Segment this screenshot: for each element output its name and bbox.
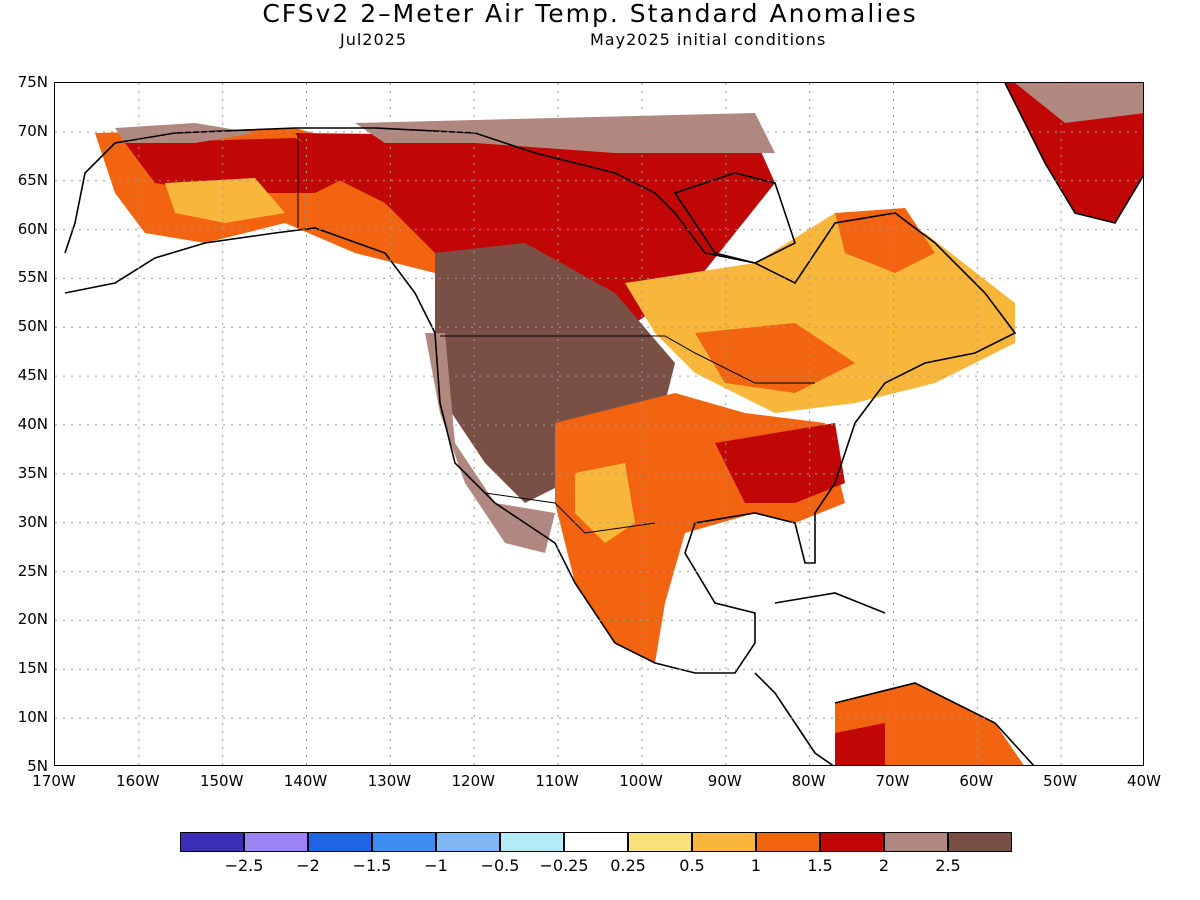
lat-label: 40N (17, 415, 48, 433)
lon-label: 170W (32, 772, 76, 790)
lon-label: 140W (283, 772, 328, 790)
legend-tick-label: 2 (878, 856, 890, 875)
lat-label: 50N (17, 317, 48, 336)
legend-tick-label: −1 (424, 856, 448, 875)
lat-label: 65N (17, 170, 48, 189)
legend-swatch (436, 832, 500, 852)
lat-label: 60N (17, 219, 48, 238)
border-us-canada (440, 335, 815, 384)
map-title: CFSv2 2–Meter Air Temp. Standard Anomali… (262, 0, 918, 28)
anomaly-southeast-red (715, 423, 845, 503)
legend-swatch (692, 832, 756, 852)
anomaly-fields (95, 83, 1143, 765)
legend-swatch (308, 832, 372, 852)
lon-label: 80W (791, 772, 826, 790)
legend-swatch (628, 832, 692, 852)
coast-cuba (774, 592, 886, 614)
legend-tick-label: 1 (750, 856, 762, 875)
legend-swatch (756, 832, 820, 852)
graticule (55, 83, 1143, 765)
lon-label: 50W (1043, 772, 1078, 790)
lat-label: 75N (17, 73, 48, 91)
lon-label: 40W (1127, 772, 1161, 790)
forecast-month: Jul2025 (340, 30, 408, 49)
lon-label: 130W (367, 772, 412, 790)
legend-tick-label: −2 (296, 856, 320, 875)
anomaly-greenland-brown (1015, 83, 1143, 123)
lat-label: 10N (17, 708, 48, 727)
legend-swatch (244, 832, 308, 852)
legend-swatch (500, 832, 564, 852)
lon-label: 60W (959, 772, 994, 790)
lat-label: 30N (17, 512, 48, 531)
lat-label: 55N (17, 268, 48, 287)
lon-label: 110W (535, 772, 579, 790)
anomaly-mexico-light (575, 463, 635, 543)
lon-label: 90W (707, 772, 742, 790)
lat-label: 5N (27, 757, 48, 775)
initial-conditions: May2025 initial conditions (590, 30, 827, 49)
coast-hudson-bay (673, 172, 796, 264)
legend-swatch (884, 832, 948, 852)
coast-greenland (1004, 83, 1143, 224)
lat-label: 70N (17, 121, 48, 140)
legend-swatch (820, 832, 884, 852)
legend-tick-label: 1.5 (807, 856, 833, 875)
anomaly-map (54, 82, 1144, 766)
legend-tick-label: −1.5 (352, 856, 392, 875)
lat-label: 25N (17, 561, 48, 580)
lat-label: 45N (17, 366, 48, 385)
lat-label: 20N (17, 610, 48, 629)
anomaly-south-america-red (835, 723, 885, 765)
legend-swatch (180, 832, 244, 852)
legend-tick-label: −0.25 (539, 856, 589, 875)
legend-tick-label: 2.5 (935, 856, 961, 875)
anomaly-arctic-brown (355, 113, 775, 153)
lat-label: 15N (17, 659, 48, 678)
legend-tick-label: −2.5 (224, 856, 264, 875)
anomaly-greenland (1005, 83, 1143, 223)
border-us-mexico (484, 492, 656, 534)
legend-swatch (948, 832, 1012, 852)
lat-label: 35N (17, 463, 48, 482)
legend-swatch (372, 832, 436, 852)
anomaly-west-brown (435, 243, 675, 503)
coast-south-america (834, 682, 1035, 765)
anomaly-alaska-light (165, 178, 285, 223)
legend-swatch (564, 832, 628, 852)
anomaly-east-canada-orange (695, 323, 855, 393)
lon-label: 150W (199, 772, 244, 790)
legend-tick-label: 0.5 (679, 856, 705, 875)
legend-tick-label: 0.25 (610, 856, 646, 875)
legend-tick-label: −0.5 (480, 856, 520, 875)
borders (297, 133, 815, 534)
lon-label: 120W (451, 772, 495, 790)
lon-label: 160W (116, 772, 160, 790)
lon-label: 70W (875, 772, 910, 790)
anomaly-west-lightbrown (425, 333, 555, 553)
lon-label: 100W (619, 772, 663, 790)
map-canvas (55, 83, 1143, 765)
coast-central-america (754, 672, 834, 765)
